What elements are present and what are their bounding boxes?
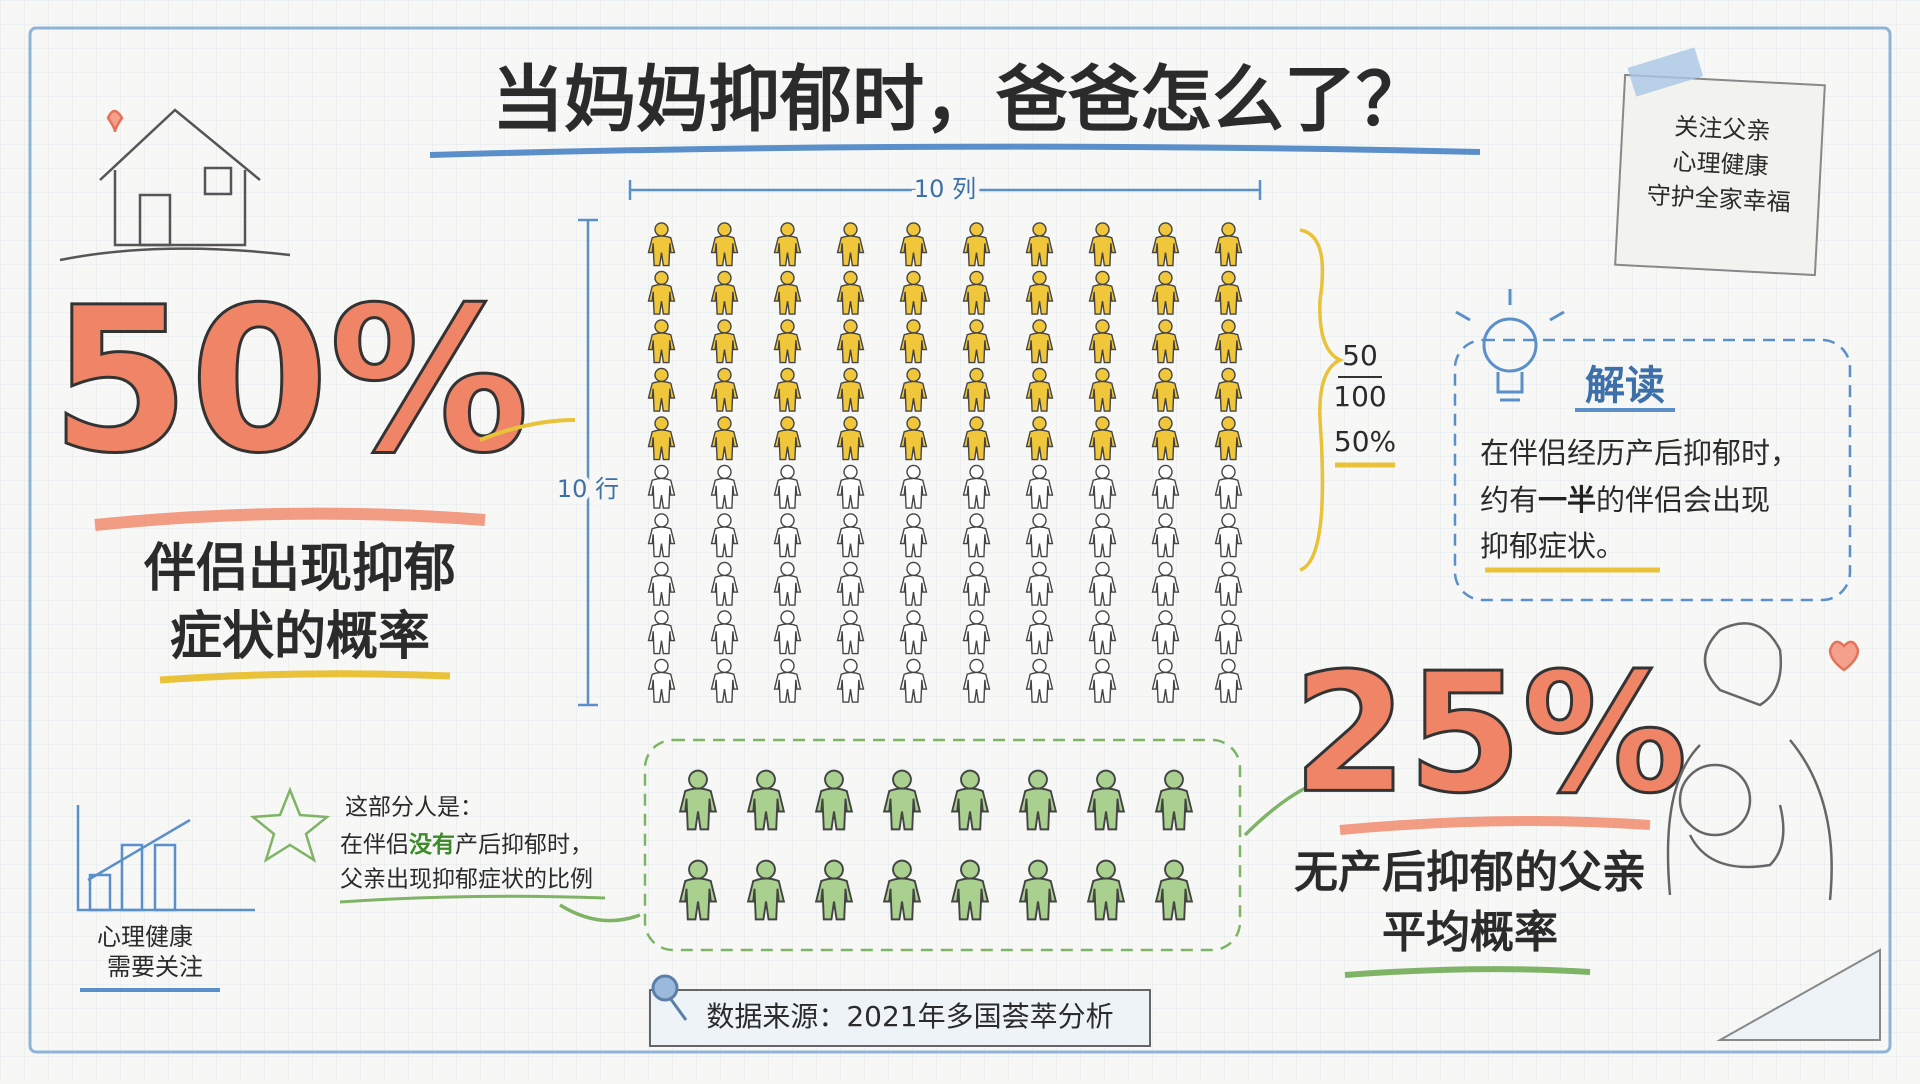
- arrow: [479, 418, 576, 442]
- side-note-line: 父亲出现抑郁症状的比例: [340, 867, 593, 893]
- explanation-highlight: 一半: [1538, 483, 1596, 517]
- explanation-line: 约有一半的伴侣会出现: [1480, 483, 1770, 517]
- second-stat-underline: [1339, 816, 1651, 835]
- explanation-text: 约有: [1480, 483, 1538, 517]
- corner-note: 需要关注: [107, 953, 203, 981]
- explanation-box: [1453, 338, 1852, 602]
- ruler-icon: [1716, 948, 1881, 1041]
- arrow: [1243, 773, 1346, 837]
- title: 当妈妈抑郁时，爸爸怎么了？: [492, 58, 1428, 142]
- fraction-numerator: 50: [1342, 339, 1378, 372]
- main-stat-caption: 伴侣出现抑郁: [143, 539, 456, 599]
- explanation-line: 抑郁症状。: [1480, 529, 1625, 563]
- second-stat-caption: 无产后抑郁的父亲: [1294, 847, 1646, 898]
- brace: [1299, 228, 1345, 572]
- house-icon: [59, 108, 291, 262]
- source-text: 数据来源：2021年多国荟萃分析: [706, 1000, 1113, 1033]
- side-note-underline: [339, 894, 606, 904]
- side-note-highlight: 没有: [409, 831, 455, 858]
- fraction-percent: 50%: [1334, 425, 1396, 458]
- caption-underline: [1344, 966, 1591, 978]
- dimension-lines: [578, 180, 1262, 707]
- side-note-line: 在伴侣没有产后抑郁时，: [340, 831, 593, 858]
- caption-underline: [159, 670, 451, 684]
- side-note-line: 这部分人是：: [345, 795, 483, 821]
- explanation-title: 解读: [1585, 363, 1665, 409]
- main-stat-caption: 症状的概率: [170, 607, 430, 667]
- green-box: [643, 738, 1242, 952]
- main-stat-value: 50%: [51, 265, 530, 498]
- explanation-line: 在伴侣经历产后抑郁时，: [1480, 436, 1799, 470]
- bulb-icon: [1455, 289, 1565, 402]
- main-stat-underline: [94, 507, 486, 531]
- source-box: [649, 989, 1151, 1047]
- pin-icon: [651, 974, 688, 1021]
- explanation-text: 的伴侣会出现: [1596, 483, 1770, 517]
- side-note-text: 在伴侣: [340, 832, 409, 858]
- second-stat-caption: 平均概率: [1382, 907, 1558, 958]
- side-note-text: 产后抑郁时，: [455, 832, 593, 858]
- columns-label: 10 列: [914, 175, 976, 203]
- arrow: [559, 903, 641, 923]
- star-icon: [249, 786, 331, 863]
- sticky-line: 关注父亲: [1674, 113, 1771, 146]
- father-baby-sketch: [1666, 622, 1860, 901]
- second-stat-value: 25%: [1293, 637, 1688, 829]
- title-underline: [429, 143, 1481, 158]
- fraction-denominator: 100: [1333, 380, 1386, 413]
- sticky-line: 心理健康: [1672, 148, 1769, 181]
- rows-label: 10 行: [557, 475, 619, 503]
- sticky-note: 关注父亲 心理健康 守护全家幸福: [1614, 47, 1826, 277]
- mini-chart-icon: [76, 805, 255, 912]
- frame: [28, 26, 1892, 1054]
- corner-note: 心理健康: [97, 923, 193, 951]
